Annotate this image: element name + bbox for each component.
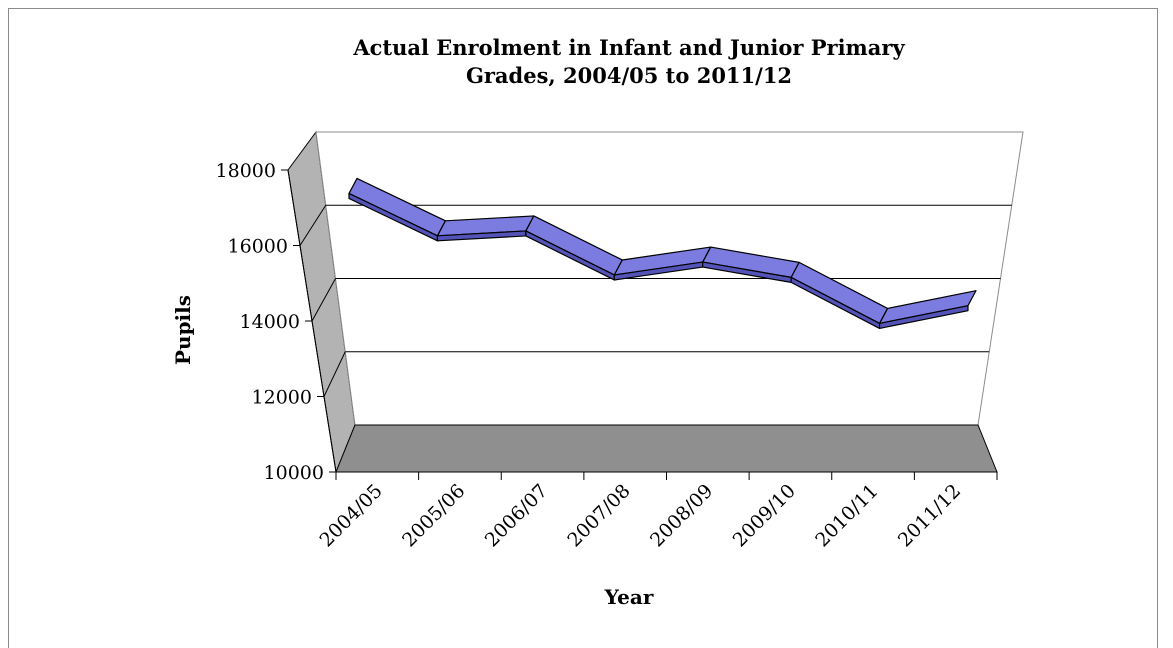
- line-chart: Actual Enrolment in Infant and Junior Pr…: [0, 0, 1173, 635]
- y-axis-title: Pupils: [171, 295, 195, 365]
- x-tick-label: 2005/06: [398, 480, 469, 551]
- x-tick-label: 2007/08: [563, 480, 634, 551]
- y-tick-label: 18000: [216, 160, 276, 182]
- x-axis-title: Year: [604, 585, 654, 609]
- y-tick-label: 14000: [240, 311, 300, 333]
- x-tick-label: 2010/11: [811, 480, 882, 551]
- chart-title: Actual Enrolment in Infant and Junior Pr…: [352, 35, 905, 88]
- x-tick-label: 2008/09: [646, 480, 717, 551]
- y-tick-label: 16000: [228, 236, 288, 258]
- x-tick-label: 2009/10: [729, 480, 800, 551]
- x-tick-label: 2004/05: [315, 480, 386, 551]
- y-tick-label: 10000: [264, 462, 324, 484]
- floor: [336, 425, 997, 472]
- chart-walls: [288, 132, 1023, 472]
- x-tick-label: 2011/12: [894, 480, 965, 551]
- chart-title-line-1: Actual Enrolment in Infant and Junior Pr…: [352, 35, 905, 60]
- chart-title-line-2: Grades, 2004/05 to 2011/12: [466, 63, 792, 88]
- y-tick-label: 12000: [252, 387, 312, 409]
- x-tick-label: 2006/07: [481, 480, 552, 551]
